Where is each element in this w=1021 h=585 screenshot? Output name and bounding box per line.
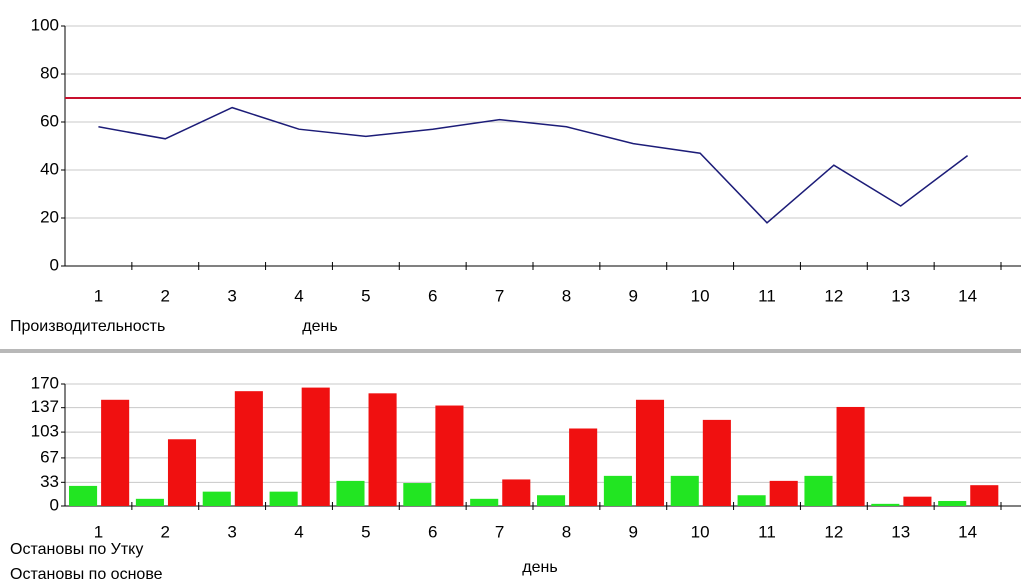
legend-entry: Остановы по основе: [10, 566, 163, 583]
x-axis-label: день: [302, 318, 337, 335]
x-tick-label: 2: [161, 522, 170, 541]
x-tick-label: 13: [891, 286, 910, 305]
x-tick-label: 12: [824, 522, 843, 541]
x-tick-label: 2: [161, 286, 170, 305]
x-tick-label: 1: [94, 522, 103, 541]
bar: [101, 399, 130, 506]
x-tick-label: 4: [294, 522, 303, 541]
x-tick-label: 10: [691, 522, 710, 541]
bar: [569, 428, 598, 506]
y-tick-label: 33: [40, 472, 59, 491]
y-tick-label: 0: [50, 495, 59, 514]
bar: [670, 475, 699, 506]
bar: [804, 475, 833, 506]
bar: [871, 503, 900, 506]
bar: [301, 387, 330, 506]
bar: [435, 405, 464, 506]
separator: [0, 349, 1021, 353]
bar: [368, 393, 397, 506]
x-tick-label: 10: [691, 286, 710, 305]
bar: [938, 500, 967, 506]
data-line: [98, 106, 969, 224]
x-tick-label: 5: [361, 286, 370, 305]
y-tick-label: 80: [40, 63, 59, 82]
x-tick-label: 9: [629, 286, 638, 305]
x-tick-label: 11: [758, 522, 776, 541]
legend-entry: Остановы по Утку: [10, 541, 143, 558]
bar: [737, 495, 766, 506]
bar: [234, 391, 263, 506]
bar: [903, 496, 932, 506]
x-tick-label: 8: [562, 286, 571, 305]
x-tick-label: 4: [294, 286, 303, 305]
x-tick-label: 13: [891, 522, 910, 541]
y-tick-label: 103: [31, 422, 59, 441]
x-tick-label: 12: [824, 286, 843, 305]
x-tick-label: 9: [629, 522, 638, 541]
y-tick-label: 0: [50, 255, 59, 274]
y-tick-label: 40: [40, 159, 59, 178]
x-tick-label: 8: [562, 522, 571, 541]
x-tick-label: 7: [495, 286, 504, 305]
y-tick-label: 60: [40, 111, 59, 130]
bar: [769, 480, 798, 506]
bar: [135, 498, 164, 506]
bar: [403, 483, 432, 506]
legend-entry: Производительность: [10, 318, 165, 335]
x-tick-label: 6: [428, 522, 437, 541]
bar: [470, 498, 499, 506]
bar: [537, 495, 566, 506]
x-tick-label: 1: [94, 286, 103, 305]
x-tick-label: 14: [958, 522, 977, 541]
x-tick-label: 7: [495, 522, 504, 541]
bar: [269, 491, 298, 506]
x-axis-label: день: [522, 559, 557, 576]
y-tick-label: 100: [31, 15, 59, 34]
bar: [603, 475, 632, 506]
x-tick-label: 5: [361, 522, 370, 541]
y-tick-label: 137: [31, 397, 59, 416]
x-tick-label: 14: [958, 286, 977, 305]
bar: [202, 491, 231, 506]
bar: [167, 439, 197, 506]
bar: [69, 485, 98, 506]
x-tick-label: 3: [227, 522, 236, 541]
bar: [970, 485, 999, 506]
bar: [502, 479, 531, 506]
y-tick-label: 20: [40, 207, 59, 226]
y-tick-label: 170: [31, 373, 59, 392]
bar: [635, 399, 665, 506]
y-tick-label: 67: [40, 447, 59, 466]
x-tick-label: 3: [227, 286, 236, 305]
x-tick-label: 11: [758, 286, 776, 305]
x-tick-label: 6: [428, 286, 437, 305]
bar: [836, 406, 865, 506]
bar: [702, 419, 731, 506]
bar: [336, 480, 365, 506]
